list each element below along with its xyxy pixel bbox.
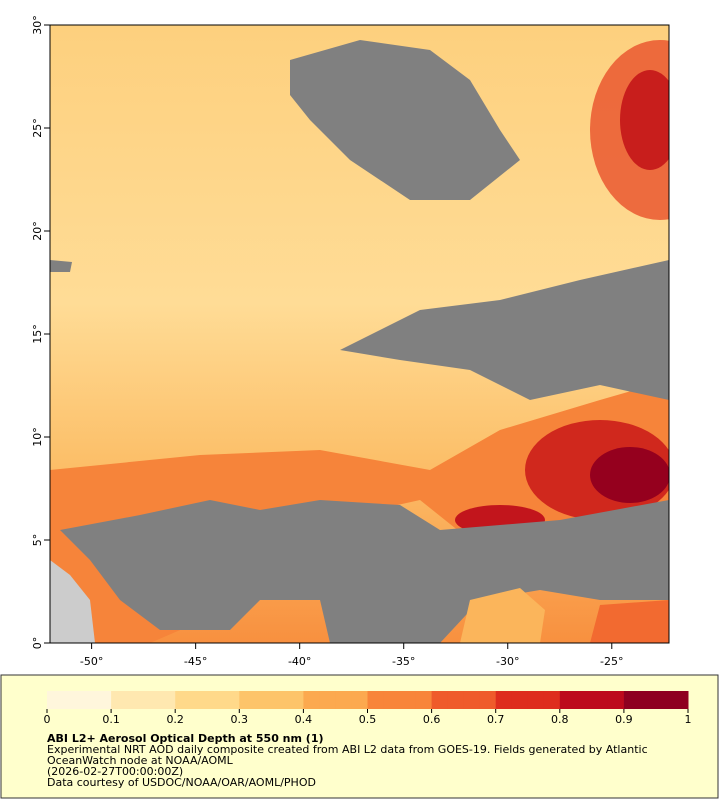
x-tick-label: -40° bbox=[288, 655, 311, 668]
y-tick-label: 5° bbox=[31, 534, 44, 547]
colorbar-swatch bbox=[335, 691, 352, 709]
legend-line: Data courtesy of USDOC/NOAA/OAR/AOML/PHO… bbox=[47, 776, 316, 789]
colorbar-swatch bbox=[527, 691, 545, 709]
colorbar-swatch bbox=[447, 691, 465, 709]
colorbar-tick-label: 0.3 bbox=[231, 713, 249, 726]
colorbar-swatch bbox=[79, 691, 96, 709]
y-tick-label: 0° bbox=[31, 637, 44, 650]
colorbar-swatch bbox=[127, 691, 144, 709]
colorbar-tick-label: 0.4 bbox=[295, 713, 313, 726]
colorbar-swatch bbox=[591, 691, 609, 709]
colorbar-swatch bbox=[207, 691, 224, 709]
colorbar-tick-label: 0 bbox=[44, 713, 51, 726]
legend-line: Experimental NRT AOD daily composite cre… bbox=[47, 743, 648, 756]
colorbar-swatch bbox=[351, 691, 368, 709]
x-tick-label: -30° bbox=[496, 655, 519, 668]
colorbar-swatch bbox=[383, 691, 401, 709]
colorbar-swatch bbox=[575, 691, 593, 709]
colorbar-tick-label: 0.7 bbox=[487, 713, 505, 726]
colorbar-swatch bbox=[111, 691, 128, 709]
colorbar-swatch bbox=[639, 691, 657, 709]
colorbar-tick-label: 0.5 bbox=[359, 713, 377, 726]
colorbar-swatch bbox=[191, 691, 208, 709]
colorbar-swatch bbox=[223, 691, 240, 709]
colorbar-swatch bbox=[559, 691, 577, 709]
colorbar-swatch bbox=[287, 691, 304, 709]
colorbar-swatch bbox=[95, 691, 112, 709]
legend-line: (2026-02-27T00:00:00Z) bbox=[47, 765, 183, 778]
y-tick-label: 10° bbox=[31, 427, 44, 447]
colorbar-swatch bbox=[47, 691, 64, 709]
colorbar-swatch bbox=[463, 691, 481, 709]
colorbar-swatch bbox=[367, 691, 385, 709]
colorbar-tick-label: 0.8 bbox=[551, 713, 569, 726]
colorbar-swatch bbox=[415, 691, 433, 709]
colorbar-swatch bbox=[511, 691, 529, 709]
colorbar-swatch bbox=[143, 691, 160, 709]
y-tick-label: 20° bbox=[31, 221, 44, 241]
colorbar-swatch bbox=[623, 691, 641, 709]
colorbar-swatch bbox=[319, 691, 336, 709]
colorbar-tick-label: 0.9 bbox=[615, 713, 633, 726]
colorbar-swatch bbox=[255, 691, 272, 709]
y-tick-label: 15° bbox=[31, 324, 44, 344]
y-tick-label: 30° bbox=[31, 15, 44, 35]
aod-field bbox=[50, 25, 669, 643]
legend-line: OceanWatch node at NOAA/AOML bbox=[47, 754, 234, 767]
colorbar-swatch bbox=[239, 691, 256, 709]
colorbar-swatch bbox=[303, 691, 320, 709]
colorbar-swatch bbox=[399, 691, 417, 709]
colorbar-tick-label: 0.6 bbox=[423, 713, 441, 726]
legend-title: ABI L2+ Aerosol Optical Depth at 550 nm … bbox=[47, 732, 324, 745]
colorbar-swatch bbox=[175, 691, 192, 709]
colorbar-swatch bbox=[543, 691, 561, 709]
colorbar-swatch bbox=[479, 691, 497, 709]
colorbar-swatch bbox=[655, 691, 673, 709]
x-tick-label: -35° bbox=[392, 655, 415, 668]
colorbar-swatch bbox=[671, 691, 689, 709]
colorbar-swatch bbox=[63, 691, 80, 709]
colorbar-tick-label: 1 bbox=[685, 713, 692, 726]
colorbar-swatch bbox=[159, 691, 176, 709]
colorbar-swatch bbox=[271, 691, 288, 709]
colorbar-tick-label: 0.2 bbox=[166, 713, 184, 726]
colorbar-tick-label: 0.1 bbox=[102, 713, 120, 726]
x-tick-label: -25° bbox=[600, 655, 623, 668]
colorbar-swatch bbox=[431, 691, 449, 709]
y-tick-label: 25° bbox=[31, 118, 44, 138]
x-tick-label: -50° bbox=[80, 655, 103, 668]
colorbar-swatch bbox=[607, 691, 625, 709]
colorbar-swatch bbox=[495, 691, 513, 709]
x-tick-label: -45° bbox=[184, 655, 207, 668]
